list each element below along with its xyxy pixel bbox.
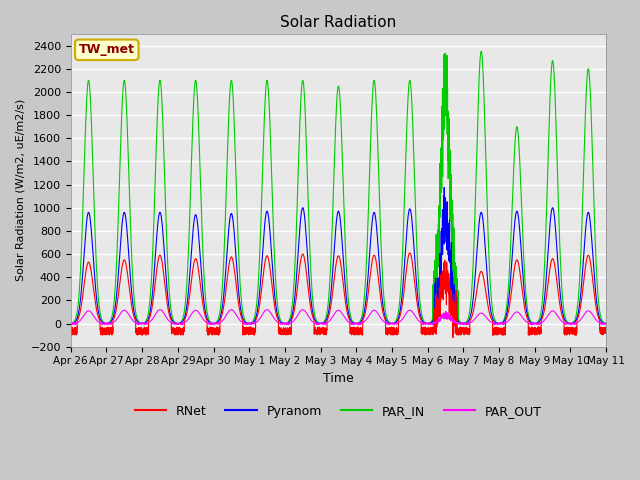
Legend: RNet, Pyranom, PAR_IN, PAR_OUT: RNet, Pyranom, PAR_IN, PAR_OUT (130, 400, 547, 423)
Line: PAR_OUT: PAR_OUT (71, 310, 606, 324)
PAR_OUT (489, 320, 497, 326)
PAR_OUT (458, 321, 466, 326)
RNet (489, 328, 497, 334)
RNet (602, 324, 609, 330)
Pyranom (440, 185, 448, 191)
PAR_IN (319, 320, 326, 326)
PAR_IN (458, 320, 466, 326)
PAR_IN (602, 321, 610, 326)
Pyranom (459, 321, 467, 326)
PAR_OUT (535, 321, 543, 327)
Pyranom (67, 321, 75, 326)
Pyranom (489, 316, 497, 322)
Pyranom (602, 321, 609, 326)
Pyranom (431, 321, 438, 326)
PAR_IN (67, 321, 75, 326)
RNet (602, 328, 610, 334)
PAR_IN (477, 48, 485, 54)
PAR_OUT (602, 321, 610, 327)
PAR_OUT (67, 320, 75, 326)
PAR_IN (163, 243, 171, 249)
PAR_OUT (319, 321, 326, 326)
RNet (163, 299, 171, 305)
Pyranom (429, 319, 436, 324)
Text: TW_met: TW_met (79, 43, 135, 56)
RNet (67, 329, 75, 335)
Line: RNet: RNet (71, 253, 606, 337)
PAR_OUT (156, 307, 164, 312)
PAR_IN (489, 309, 497, 315)
PAR_IN (429, 321, 437, 326)
PAR_OUT (163, 316, 171, 322)
PAR_OUT (429, 321, 436, 326)
Pyranom (602, 321, 610, 326)
RNet (319, 330, 326, 336)
RNet (406, 250, 413, 256)
Line: PAR_IN: PAR_IN (71, 51, 606, 324)
PAR_IN (602, 321, 609, 326)
Pyranom (319, 321, 326, 326)
RNet (459, 328, 467, 334)
RNet (449, 335, 457, 340)
Y-axis label: Solar Radiation (W/m2, uE/m2/s): Solar Radiation (W/m2, uE/m2/s) (15, 99, 25, 281)
Line: Pyranom: Pyranom (71, 188, 606, 324)
Title: Solar Radiation: Solar Radiation (280, 15, 397, 30)
PAR_OUT (602, 321, 609, 326)
Pyranom (163, 285, 171, 291)
X-axis label: Time: Time (323, 372, 354, 385)
PAR_IN (429, 316, 436, 322)
RNet (429, 324, 436, 330)
